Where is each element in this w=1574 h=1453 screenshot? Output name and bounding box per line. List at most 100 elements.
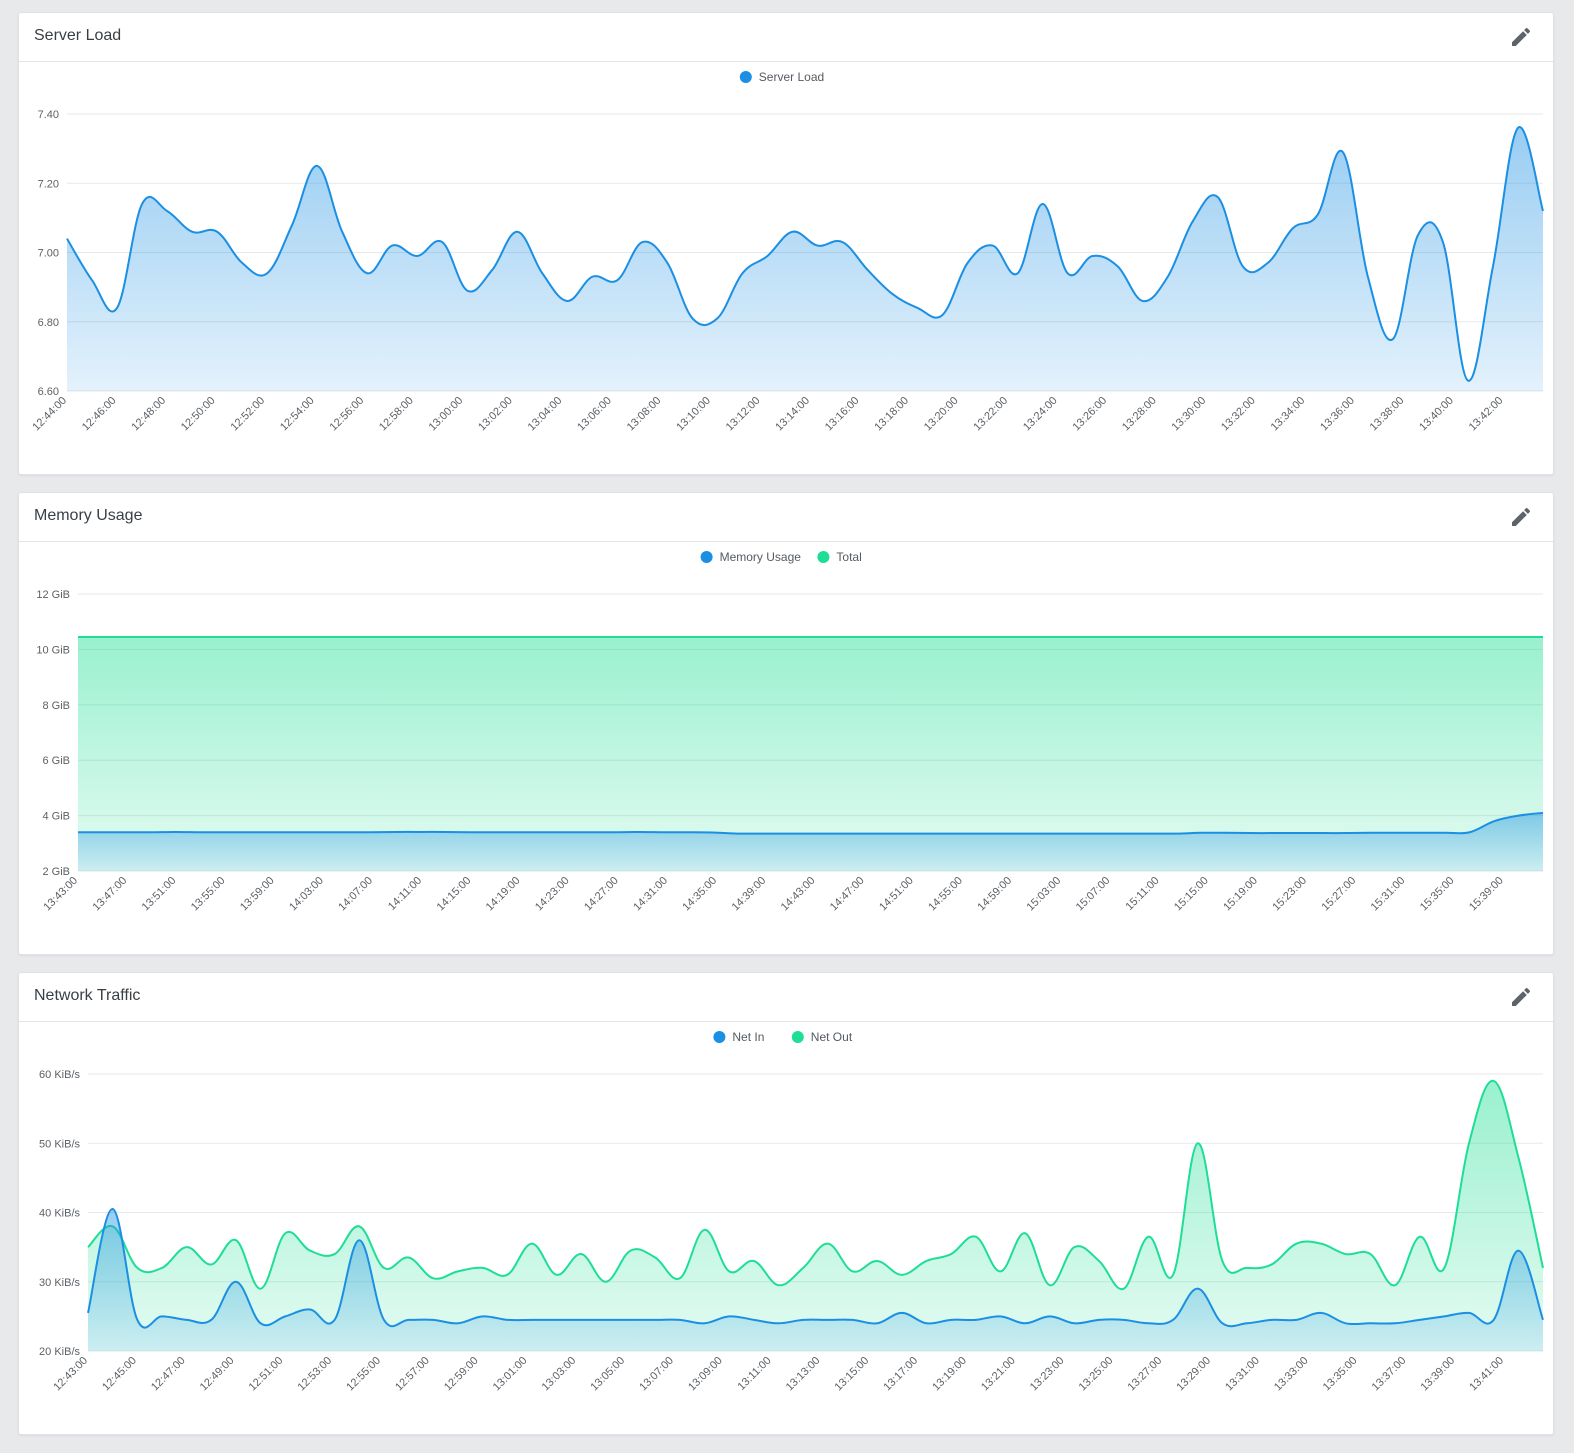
pencil-icon[interactable] bbox=[1509, 985, 1533, 1009]
panel-title: Server Load bbox=[34, 27, 122, 44]
pencil-icon[interactable] bbox=[1509, 505, 1533, 529]
x-tick-label: 13:10:00 bbox=[674, 395, 713, 434]
series-area bbox=[88, 1209, 1543, 1351]
x-tick-label: 13:25:00 bbox=[1077, 1355, 1116, 1394]
series-line bbox=[87, 1079, 1544, 1291]
series-area bbox=[88, 1080, 1543, 1351]
x-tick-label: 14:15:00 bbox=[435, 875, 474, 914]
y-tick-label: 8 GiB bbox=[42, 700, 70, 712]
x-tick-label: 12:53:00 bbox=[295, 1355, 334, 1394]
x-tick-label: 14:19:00 bbox=[484, 875, 523, 914]
legend-marker[interactable] bbox=[700, 551, 713, 563]
x-tick-label: 13:38:00 bbox=[1368, 395, 1407, 434]
x-tick-label: 13:29:00 bbox=[1174, 1355, 1213, 1394]
x-tick-label: 12:47:00 bbox=[149, 1355, 188, 1394]
series-line bbox=[78, 811, 1544, 835]
x-tick-label: 13:31:00 bbox=[1223, 1355, 1262, 1394]
x-tick-label: 13:02:00 bbox=[476, 395, 515, 434]
x-tick-label: 14:43:00 bbox=[779, 875, 818, 914]
y-tick-label: 20 KiB/s bbox=[39, 1346, 80, 1358]
panel-header: Server Load bbox=[19, 13, 1553, 62]
x-tick-label: 13:22:00 bbox=[971, 395, 1010, 434]
x-tick-label: 14:31:00 bbox=[631, 875, 670, 914]
x-tick-label: 15:35:00 bbox=[1418, 875, 1457, 914]
x-tick-label: 13:06:00 bbox=[575, 395, 614, 434]
panel-header: Network Traffic bbox=[19, 973, 1553, 1022]
x-tick-label: 15:19:00 bbox=[1221, 875, 1260, 914]
legend-marker[interactable] bbox=[713, 1031, 726, 1043]
legend-marker[interactable] bbox=[817, 551, 830, 563]
legend-marker[interactable] bbox=[739, 71, 752, 83]
x-tick-label: 13:59:00 bbox=[238, 875, 277, 914]
x-tick-label: 14:39:00 bbox=[730, 875, 769, 914]
x-tick-label: 13:39:00 bbox=[1418, 1355, 1457, 1394]
x-tick-label: 13:18:00 bbox=[872, 395, 911, 434]
x-tick-label: 12:55:00 bbox=[344, 1355, 383, 1394]
x-tick-label: 13:13:00 bbox=[784, 1355, 823, 1394]
x-tick-label: 13:36:00 bbox=[1318, 395, 1357, 434]
x-tick-label: 13:35:00 bbox=[1321, 1355, 1360, 1394]
x-tick-label: 14:47:00 bbox=[828, 875, 867, 914]
y-tick-label: 30 KiB/s bbox=[39, 1277, 80, 1289]
x-tick-label: 14:51:00 bbox=[877, 875, 916, 914]
server-load-chart: 6.60 6.80 7.00 7.20 7.40 12:44:00 12:46:00 12:4… bbox=[30, 70, 1544, 434]
x-tick-label: 13:07:00 bbox=[637, 1355, 676, 1394]
x-tick-label: 13:51:00 bbox=[140, 875, 179, 914]
legend-label[interactable]: Server Load bbox=[759, 70, 824, 84]
legend-label[interactable]: Net Out bbox=[811, 1030, 853, 1044]
x-tick-label: 12:44:00 bbox=[30, 395, 69, 434]
x-tick-label: 13:37:00 bbox=[1370, 1355, 1409, 1394]
x-tick-label: 12:54:00 bbox=[278, 395, 317, 434]
x-tick-label: 14:59:00 bbox=[975, 875, 1014, 914]
x-tick-label: 13:33:00 bbox=[1272, 1355, 1311, 1394]
x-tick-label: 14:03:00 bbox=[287, 875, 326, 914]
x-tick-label: 14:55:00 bbox=[926, 875, 965, 914]
x-tick-label: 14:11:00 bbox=[386, 875, 424, 913]
x-tick-label: 13:21:00 bbox=[979, 1355, 1018, 1394]
legend-label[interactable]: Net In bbox=[732, 1030, 764, 1044]
panel-header: Memory Usage bbox=[19, 493, 1553, 542]
x-tick-label: 12:58:00 bbox=[377, 395, 416, 434]
x-tick-label: 13:42:00 bbox=[1467, 395, 1506, 434]
y-tick-label: 12 GiB bbox=[36, 589, 70, 601]
x-tick-label: 13:15:00 bbox=[833, 1355, 872, 1394]
x-tick-label: 13:23:00 bbox=[1028, 1355, 1067, 1394]
pencil-icon[interactable] bbox=[1509, 25, 1533, 49]
y-tick-label: 60 KiB/s bbox=[39, 1069, 80, 1081]
x-tick-label: 12:50:00 bbox=[179, 395, 218, 434]
x-tick-label: 15:23:00 bbox=[1270, 875, 1309, 914]
y-tick-label: 40 KiB/s bbox=[39, 1208, 80, 1220]
server-load-panel: Server Load 6.60 6.80 7.00 7.20 7.40 12:44:00… bbox=[18, 12, 1554, 475]
y-tick-label: 7.20 bbox=[38, 178, 59, 190]
x-tick-label: 13:14:00 bbox=[773, 395, 812, 434]
x-tick-label: 12:43:00 bbox=[51, 1355, 90, 1394]
x-tick-label: 13:19:00 bbox=[930, 1355, 969, 1394]
x-tick-label: 13:32:00 bbox=[1219, 395, 1258, 434]
series-line bbox=[87, 1208, 1544, 1329]
legend-label[interactable]: Total bbox=[836, 550, 861, 564]
x-tick-label: 13:03:00 bbox=[540, 1355, 579, 1394]
x-tick-label: 15:07:00 bbox=[1074, 875, 1113, 914]
network-traffic-panel: Network Traffic 20 KiB/s 30 KiB/s 40 KiB/s… bbox=[18, 972, 1554, 1435]
series-line bbox=[66, 126, 1544, 382]
x-tick-label: 13:34:00 bbox=[1269, 395, 1308, 434]
panel-title: Network Traffic bbox=[34, 987, 141, 1004]
x-tick-label: 13:09:00 bbox=[686, 1355, 725, 1394]
x-tick-label: 12:59:00 bbox=[442, 1355, 481, 1394]
series-area bbox=[78, 636, 1543, 871]
x-tick-label: 13:26:00 bbox=[1070, 395, 1109, 434]
x-tick-label: 13:17:00 bbox=[881, 1355, 920, 1394]
x-tick-label: 13:28:00 bbox=[1120, 395, 1159, 434]
x-tick-label: 15:27:00 bbox=[1320, 875, 1359, 914]
legend-marker[interactable] bbox=[791, 1031, 804, 1043]
x-tick-label: 13:47:00 bbox=[91, 875, 130, 914]
legend-label[interactable]: Memory Usage bbox=[720, 550, 802, 564]
y-tick-label: 7.00 bbox=[38, 248, 59, 260]
x-tick-label: 15:15:00 bbox=[1172, 875, 1211, 914]
memory-usage-chart: 2 GiB 4 GiB 6 GiB 8 GiB 10 GiB 12 GiB 13:43:00… bbox=[36, 550, 1544, 914]
series-area bbox=[67, 126, 1543, 391]
x-tick-label: 15:31:00 bbox=[1369, 875, 1408, 914]
x-tick-label: 14:07:00 bbox=[336, 875, 375, 914]
x-tick-label: 12:51:00 bbox=[247, 1355, 286, 1394]
x-tick-label: 13:55:00 bbox=[189, 875, 228, 914]
